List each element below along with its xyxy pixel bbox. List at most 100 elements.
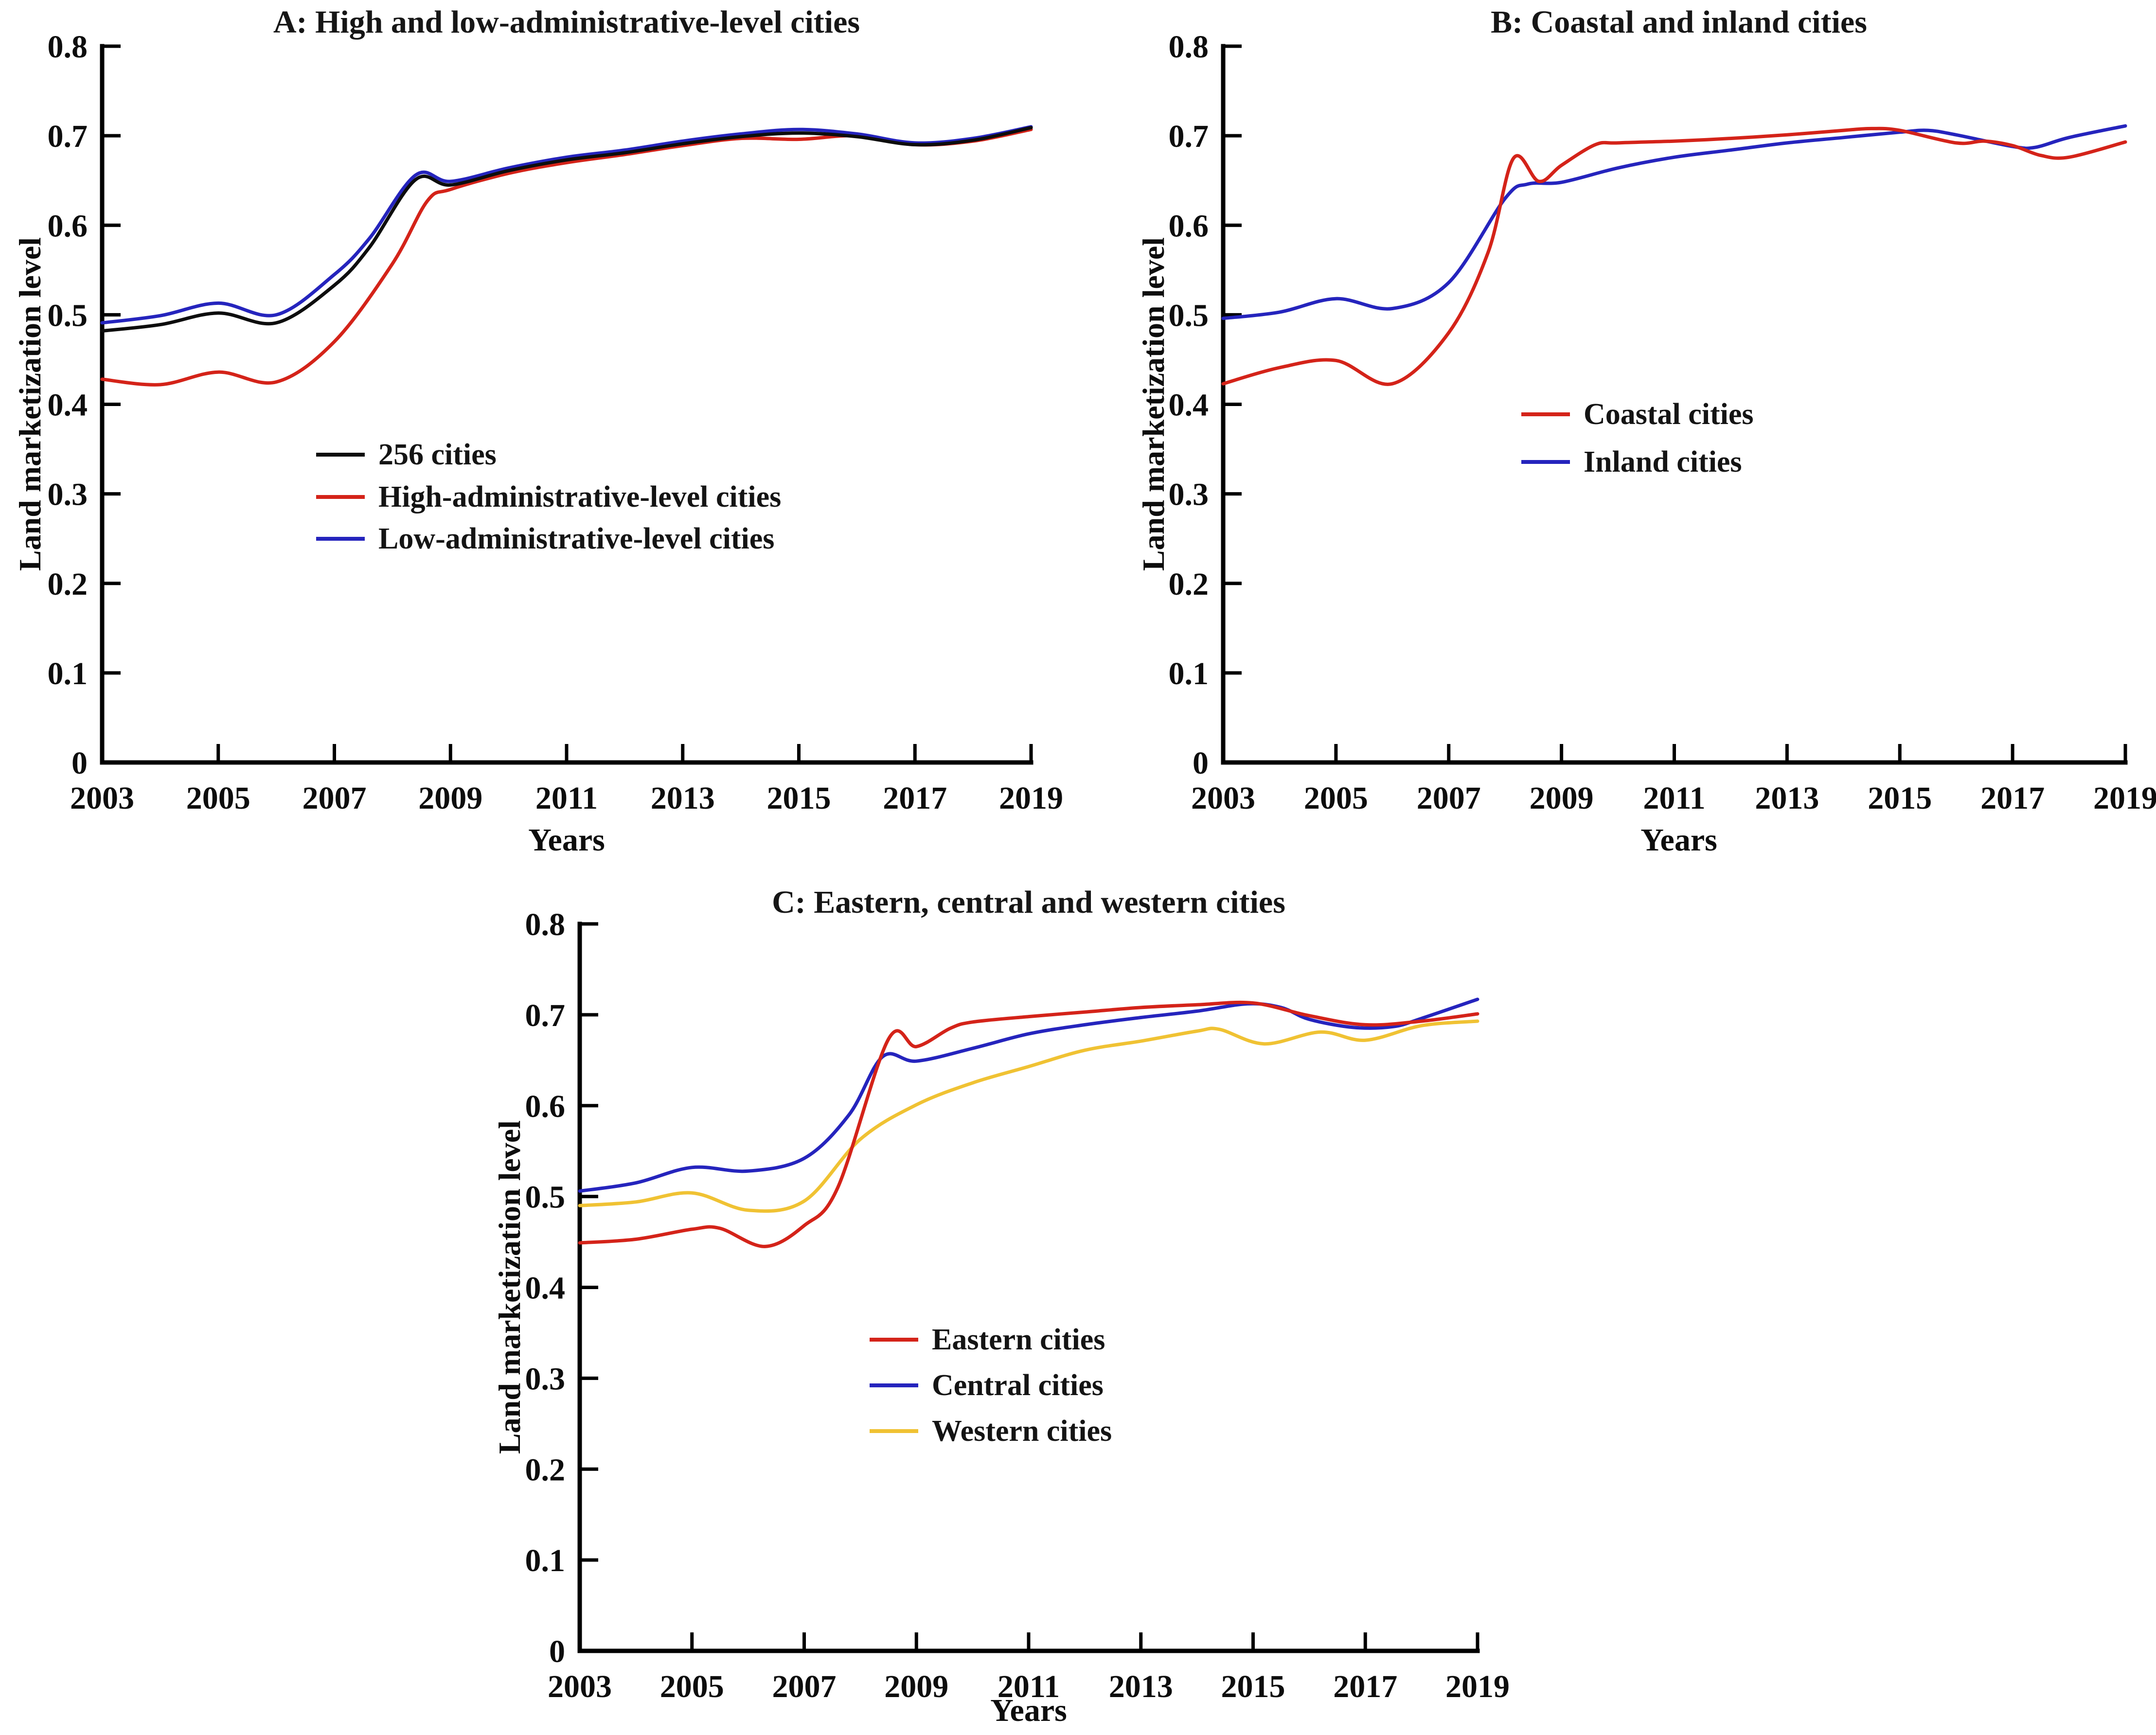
legend-item-inland-cities: Inland cities xyxy=(1521,443,1742,481)
y-tick-label: 0.4 xyxy=(525,1271,566,1306)
legend-label-coastal-cities: Coastal cities xyxy=(1584,397,1754,431)
series-line-coastal-cities xyxy=(1221,126,2127,386)
panel-a-title: A: High and low-administrative-level cit… xyxy=(273,4,860,40)
legend-item-central-cities: Central cities xyxy=(870,1366,1104,1405)
x-tick-label: 2009 xyxy=(884,1669,948,1704)
legend-line-eastern-cities xyxy=(870,1338,918,1342)
legend-label-inland-cities: Inland cities xyxy=(1584,445,1742,478)
legend-item-256-cities: 256 cities xyxy=(316,435,497,474)
y-tick-label: 0 xyxy=(1193,745,1209,781)
legend-label-high-administrative-level-cities: High-administrative-level cities xyxy=(378,480,782,513)
x-tick-label: 2013 xyxy=(651,780,715,816)
legend-item-coastal-cities: Coastal cities xyxy=(1521,395,1754,434)
series-line-low-administrative-level-cities xyxy=(100,125,1033,325)
y-tick-label: 0.8 xyxy=(48,29,88,65)
y-tick-label: 0.2 xyxy=(1169,567,1209,602)
x-tick-label: 2003 xyxy=(1191,780,1255,816)
y-tick-label: 0.7 xyxy=(1169,119,1209,154)
y-tick-label: 0.1 xyxy=(1169,656,1209,691)
x-tick-label: 2019 xyxy=(999,780,1063,816)
x-tick-label: 2019 xyxy=(2093,780,2156,816)
series-line-western-cities xyxy=(578,1019,1479,1213)
legend-label-low-administrative-level-cities: Low-administrative-level cities xyxy=(378,522,775,555)
x-tick-label: 2003 xyxy=(548,1669,612,1704)
panel-b-xaxis-label: Years xyxy=(1640,822,1717,858)
y-tick-label: 0.3 xyxy=(48,477,88,513)
x-tick-label: 2013 xyxy=(1109,1669,1173,1704)
y-tick-label: 0.5 xyxy=(1169,298,1209,333)
panel-c-title: C: Eastern, central and western cities xyxy=(772,885,1285,920)
legend-line-low-administrative-level-cities xyxy=(316,537,365,541)
panel-a: 0 0.1 0.2 0.3 0.4 0.5 0.6 0.7 0.8 2003 2005 2007 200… xyxy=(48,29,1064,816)
x-tick-label: 2007 xyxy=(1417,780,1481,816)
y-tick-label: 0 xyxy=(549,1634,565,1669)
y-tick-label: 0.1 xyxy=(48,656,88,691)
y-tick-label: 0.4 xyxy=(1169,388,1209,423)
series-line-eastern-cities xyxy=(578,1000,1479,1248)
series-line-256-cities xyxy=(100,126,1033,333)
y-tick-label: 0.2 xyxy=(48,567,88,602)
panel-c: 0 0.1 0.2 0.3 0.4 0.5 0.6 0.7 0.8 2003 2005 2007 200… xyxy=(525,907,1510,1704)
x-tick-label: 2005 xyxy=(660,1669,724,1704)
y-tick-label: 0.3 xyxy=(525,1361,566,1397)
x-tick-label: 2007 xyxy=(303,780,367,816)
x-tick-label: 2015 xyxy=(1868,780,1932,816)
x-tick-label: 2011 xyxy=(998,1669,1060,1704)
x-tick-label: 2013 xyxy=(1755,780,1819,816)
legend-item-high-administrative-level-cities: High-administrative-level cities xyxy=(316,478,781,516)
y-tick-label: 0.6 xyxy=(1169,208,1209,244)
y-tick-label: 0.7 xyxy=(525,998,566,1033)
y-tick-label: 0.8 xyxy=(525,907,566,942)
y-tick-label: 0.5 xyxy=(48,298,88,333)
x-tick-label: 2003 xyxy=(70,780,134,816)
series-line-inland-cities xyxy=(1221,124,2127,320)
y-tick-label: 0.1 xyxy=(525,1543,566,1578)
legend-line-inland-cities xyxy=(1521,460,1570,464)
x-tick-label: 2017 xyxy=(883,780,947,816)
legend-line-256-cities xyxy=(316,453,365,457)
x-tick-label: 2011 xyxy=(1643,780,1705,816)
panel-c-xaxis-label: Years xyxy=(990,1693,1067,1728)
y-tick-label: 0.6 xyxy=(525,1089,566,1124)
x-tick-label: 2011 xyxy=(535,780,598,816)
legend-item-western-cities: Western cities xyxy=(870,1412,1112,1451)
panel-c-yaxis-label: Land marketization level xyxy=(492,1120,527,1454)
axis-spine xyxy=(100,44,1033,765)
legend-line-high-administrative-level-cities xyxy=(316,495,365,499)
legend-label-central-cities: Central cities xyxy=(932,1368,1104,1402)
legend-item-eastern-cities: Eastern cities xyxy=(870,1320,1105,1359)
panel-b: 0 0.1 0.2 0.3 0.4 0.5 0.6 0.7 0.8 2003 2005 2007 200… xyxy=(1169,29,2156,816)
x-tick-label: 2017 xyxy=(1980,780,2045,816)
legend-line-central-cities xyxy=(870,1383,918,1387)
x-tick-label: 2015 xyxy=(767,780,831,816)
x-tick-label: 2009 xyxy=(1530,780,1594,816)
series-line-high-administrative-level-cities xyxy=(100,127,1033,387)
panel-a-xaxis-label: Years xyxy=(528,822,605,858)
legend-label-western-cities: Western cities xyxy=(932,1414,1112,1448)
x-tick-label: 2015 xyxy=(1221,1669,1285,1704)
y-tick-label: 0.2 xyxy=(525,1452,566,1487)
x-tick-label: 2007 xyxy=(772,1669,837,1704)
legend-line-western-cities xyxy=(870,1429,918,1433)
panel-b-title: B: Coastal and inland cities xyxy=(1491,4,1867,40)
y-tick-label: 0.6 xyxy=(48,208,88,244)
x-tick-label: 2019 xyxy=(1445,1669,1510,1704)
y-tick-label: 0.5 xyxy=(525,1180,566,1215)
x-tick-label: 2017 xyxy=(1333,1669,1397,1704)
y-tick-label: 0.7 xyxy=(48,119,88,154)
panel-b-yaxis-label: Land marketization level xyxy=(1136,237,1171,571)
legend-label-eastern-cities: Eastern cities xyxy=(932,1323,1105,1356)
y-tick-label: 0 xyxy=(71,745,88,781)
panel-a-yaxis-label: Land marketization level xyxy=(13,237,47,571)
series-line-central-cities xyxy=(578,997,1479,1193)
y-tick-label: 0.4 xyxy=(48,388,88,423)
y-tick-label: 0.8 xyxy=(1169,29,1209,65)
x-tick-label: 2009 xyxy=(418,780,482,816)
x-tick-label: 2005 xyxy=(186,780,250,816)
legend-item-low-administrative-level-cities: Low-administrative-level cities xyxy=(316,519,774,558)
legend-label-256-cities: 256 cities xyxy=(378,438,497,471)
x-tick-label: 2005 xyxy=(1304,780,1368,816)
y-tick-label: 0.3 xyxy=(1169,477,1209,513)
